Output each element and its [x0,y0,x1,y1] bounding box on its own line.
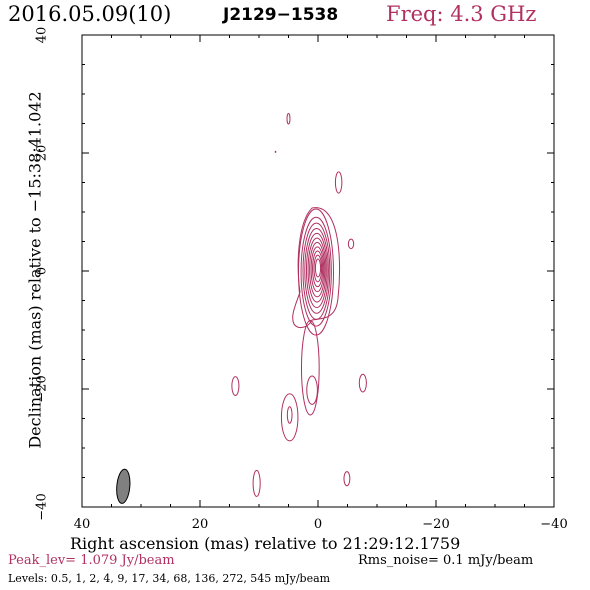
core-contour [313,254,323,283]
observation-date: 2016.05.09(10) [8,2,172,26]
y-tick-label: 40 [35,27,50,44]
y-tick-label: 20 [35,145,50,162]
rms-noise: Rms_noise= 0.1 mJy/beam [358,553,534,568]
contour-feature [252,469,261,497]
x-tick-label: −40 [540,517,567,532]
y-axis-label: Declination (mas) relative to −15:38:41.… [25,91,45,449]
core-contour [312,250,324,288]
core-contour [314,258,322,278]
beam-ellipse [116,468,131,504]
x-tick-label: 20 [192,517,209,532]
contour-feature [334,171,343,194]
y-tick-label: −20 [35,375,50,402]
source-name: J2129−1538 [223,5,339,25]
core-envelope [292,207,341,329]
x-tick-label: 40 [74,517,91,532]
x-tick-label: −20 [422,517,449,532]
contour-feature [347,238,355,250]
x-tick-label: 0 [314,517,322,532]
contour-feature [286,112,291,125]
contour-feature [286,406,293,424]
contour-levels: Levels: 0.5, 1, 2, 4, 9, 17, 34, 68, 136… [8,572,331,585]
core-contour [300,216,332,327]
y-tick-label: 0 [35,267,50,275]
x-axis-label: Right ascension (mas) relative to 21:29:… [70,534,461,553]
contour-feature [274,150,277,153]
contour-feature [231,376,240,396]
core-contour [307,237,327,303]
core-contour [305,232,328,309]
core-contour [304,227,329,314]
contour-feature [343,471,351,487]
core-contour [310,246,325,293]
contour-feature [300,320,320,416]
frequency-label: Freq: 4.3 GHz [386,2,537,26]
contour-feature [306,375,318,405]
peak-level: Peak_lev= 1.079 Jy/beam [8,553,175,568]
core-contour [309,242,326,298]
plot-frame [81,34,555,508]
contour-feature [358,373,367,393]
y-tick-label: −40 [35,493,50,520]
contour-feature [280,393,299,442]
